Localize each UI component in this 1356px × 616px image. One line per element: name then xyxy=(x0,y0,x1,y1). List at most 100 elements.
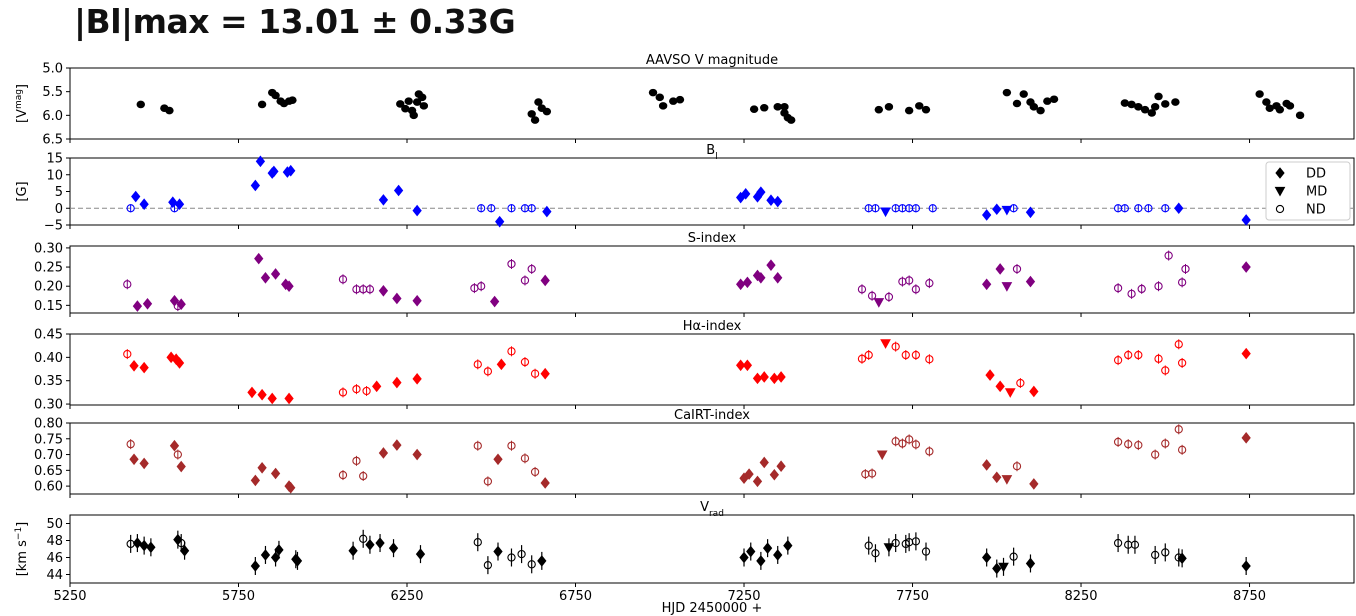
data-point xyxy=(1265,104,1274,113)
data-point-nd xyxy=(911,537,921,546)
data-point-dd xyxy=(982,551,992,564)
legend-label: DD xyxy=(1306,167,1326,182)
data-point-nd xyxy=(928,204,937,213)
data-point xyxy=(1255,90,1264,98)
data-point-nd xyxy=(123,280,132,289)
data-point-dd xyxy=(260,549,271,561)
panel-title-subscript: l xyxy=(715,152,718,162)
data-point-nd xyxy=(359,471,368,481)
data-point-nd xyxy=(473,441,482,450)
data-point xyxy=(165,106,174,115)
data-point-dd xyxy=(992,562,1002,575)
legend-marker-nd xyxy=(1275,204,1285,214)
data-point-dd xyxy=(392,439,402,451)
data-point-nd xyxy=(871,204,880,213)
data-point-dd xyxy=(1241,261,1251,273)
y-tick-label: 46 xyxy=(46,551,63,566)
data-point-nd xyxy=(1134,440,1143,450)
data-point-nd xyxy=(1009,552,1018,561)
data-point-nd xyxy=(1177,445,1187,454)
data-point-dd xyxy=(762,542,773,554)
data-point-nd xyxy=(530,467,540,477)
y-tick-label: 0.75 xyxy=(34,432,63,447)
data-point-dd xyxy=(139,457,149,470)
data-point xyxy=(534,98,543,106)
data-point-dd xyxy=(1025,206,1036,219)
data-point-dd xyxy=(392,292,402,305)
data-point xyxy=(658,102,668,110)
data-point-dd xyxy=(260,271,271,284)
data-point-dd xyxy=(250,474,260,487)
data-point xyxy=(655,93,664,102)
data-point xyxy=(1127,100,1136,109)
data-point-md xyxy=(873,298,885,308)
data-point xyxy=(874,105,884,114)
data-point-nd xyxy=(1137,284,1146,294)
data-point-nd xyxy=(925,278,934,288)
x-tick-label: 8250 xyxy=(1064,589,1097,604)
y-tick-label: 5 xyxy=(55,185,63,200)
data-point-nd xyxy=(520,454,530,463)
data-point-nd xyxy=(864,350,873,360)
data-point-dd xyxy=(776,371,786,383)
chart-title: |Bl|max = 13.01 ± 0.33G xyxy=(74,2,516,41)
data-point-nd xyxy=(864,541,873,550)
data-point-nd xyxy=(925,355,934,364)
data-point-nd xyxy=(1120,204,1129,213)
data-point-dd xyxy=(176,460,186,473)
data-point xyxy=(409,111,418,120)
data-point-dd xyxy=(372,380,382,393)
y-axis-label-superscript: −1 xyxy=(14,527,24,540)
y-axis-label: [Vmag] xyxy=(14,84,30,123)
data-point-dd xyxy=(284,280,294,293)
y-tick-label: 0.70 xyxy=(34,448,63,463)
data-point-dd xyxy=(131,190,141,203)
data-point-dd xyxy=(995,263,1005,275)
data-point xyxy=(675,95,685,104)
data-point xyxy=(527,110,536,118)
data-point xyxy=(760,103,769,112)
data-point xyxy=(1019,90,1028,98)
data-points xyxy=(126,529,1251,578)
data-point xyxy=(1154,92,1163,101)
panel-title: Bl xyxy=(706,143,717,162)
data-point-dd xyxy=(267,392,277,405)
data-point xyxy=(288,96,297,104)
x-tick-label: 5750 xyxy=(222,589,255,604)
data-point-dd xyxy=(255,155,266,168)
data-point xyxy=(1012,99,1022,108)
data-point-nd xyxy=(1161,548,1170,557)
data-point-nd xyxy=(1124,350,1133,360)
data-point xyxy=(773,103,782,111)
data-point-nd xyxy=(1113,283,1123,293)
data-points xyxy=(123,250,1251,312)
y-tick-label: 48 xyxy=(46,534,63,549)
y-tick-label: 10 xyxy=(46,168,63,183)
data-point xyxy=(396,100,405,108)
data-point-nd xyxy=(527,264,536,274)
data-point-dd xyxy=(257,388,267,401)
panel-v: 5.0 5.5 6.0 6.5 AAVSO V magnitude [Vmag] xyxy=(14,53,1355,148)
panel-ha: 0.30 0.35 0.40 0.45 Hα-index xyxy=(34,319,1355,413)
data-point-nd xyxy=(507,441,516,450)
data-point-nd xyxy=(338,275,348,284)
data-point-dd xyxy=(992,471,1002,484)
data-point-dd xyxy=(412,448,422,461)
data-point-dd xyxy=(378,194,389,206)
data-point-dd xyxy=(270,467,281,480)
data-point-dd xyxy=(132,537,143,549)
data-point-dd xyxy=(169,439,180,452)
data-point-dd xyxy=(179,544,190,557)
data-point-dd xyxy=(1241,560,1251,572)
data-point-nd xyxy=(911,204,921,213)
data-point xyxy=(136,100,145,109)
data-point-dd xyxy=(982,209,992,221)
data-point-nd xyxy=(123,349,132,359)
data-point-nd xyxy=(170,204,179,213)
data-point xyxy=(1171,98,1180,106)
data-point-dd xyxy=(752,372,763,385)
data-point xyxy=(412,98,422,106)
data-point-nd xyxy=(507,204,516,213)
data-point-nd xyxy=(1151,450,1160,459)
